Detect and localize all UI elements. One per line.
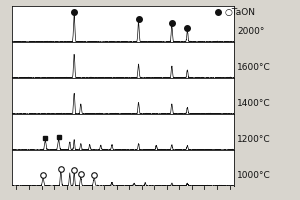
Text: 1600°C: 1600°C — [237, 63, 271, 72]
Text: 2000°: 2000° — [237, 27, 264, 36]
Text: 1000°C: 1000°C — [237, 171, 271, 180]
Text: 1200°C: 1200°C — [237, 135, 271, 144]
Text: 1400°C: 1400°C — [237, 99, 271, 108]
Text: ○TaON: ○TaON — [224, 8, 255, 17]
